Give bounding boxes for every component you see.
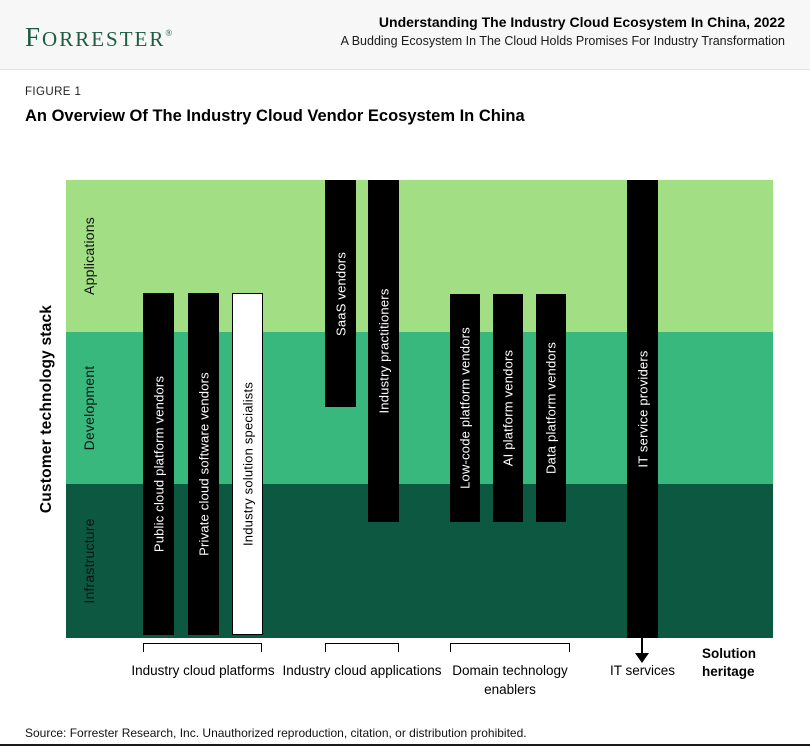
bar-label: Private cloud software vendors: [196, 372, 211, 556]
band-label-development: Development: [81, 365, 97, 451]
bar-label: Data platform vendors: [543, 341, 559, 475]
stack-diagram: Applications Development Infrastructure …: [66, 180, 773, 638]
y-axis-label: Customer technology stack: [38, 304, 55, 514]
bar-industry-practitioners: Industry practitioners: [368, 180, 399, 522]
bar-label: Industry practitioners: [376, 288, 391, 414]
bottom-divider: [0, 744, 810, 746]
bar-ai-platform-vendors: AI platform vendors: [493, 294, 523, 522]
registered-trademark-icon: ®: [165, 28, 173, 38]
source-line: Source: Forrester Research, Inc. Unautho…: [25, 726, 527, 740]
bar-public-cloud-platform-vendors: Public cloud platform vendors: [143, 293, 174, 635]
group-label-industry-cloud-applications: Industry cloud applications: [282, 663, 442, 678]
bar-label: SaaS vendors: [333, 251, 348, 336]
band-label-infrastructure: Infrastructure: [81, 518, 97, 604]
down-arrow-head-icon: [635, 653, 649, 663]
group-bracket-industry-cloud-applications: [325, 643, 399, 652]
bar-saas-vendors: SaaS vendors: [325, 180, 356, 407]
bar-low-code-platform-vendors: Low-code platform vendors: [450, 294, 480, 522]
figure-label: FIGURE 1: [25, 86, 82, 98]
group-bracket-industry-cloud-platforms: [143, 643, 262, 652]
bar-label: Industry solution specialists: [240, 381, 255, 547]
report-subtitle: A Budding Ecosystem In The Cloud Holds P…: [340, 34, 785, 48]
bar-data-platform-vendors: Data platform vendors: [536, 294, 566, 522]
group-bracket-domain-technology-enablers: [450, 643, 570, 652]
figure-title: An Overview Of The Industry Cloud Vendor…: [25, 107, 525, 125]
bar-label: Low-code platform vendors: [457, 327, 473, 489]
down-arrow-icon: [641, 638, 643, 654]
band-label-applications: Applications: [81, 217, 97, 295]
group-label-it-services: IT services: [609, 663, 675, 678]
bar-label: AI platform vendors: [500, 349, 516, 467]
logo-rest: ORRESTER: [42, 27, 166, 51]
bar-industry-solution-specialists: Industry solution specialists: [232, 293, 263, 635]
group-label-industry-cloud-platforms: Industry cloud platforms: [131, 663, 275, 678]
bar-label: Public cloud platform vendors: [151, 375, 166, 553]
group-label-domain-technology-enablers: Domain technology enablers: [452, 663, 568, 697]
x-axis-label: Solution heritage: [702, 646, 756, 679]
bar-it-service-providers: IT service providers: [627, 180, 658, 638]
bar-label: IT service providers: [635, 350, 650, 468]
logo-initial: F: [25, 22, 43, 52]
report-title-block: Understanding The Industry Cloud Ecosyst…: [341, 14, 785, 48]
report-title: Understanding The Industry Cloud Ecosyst…: [378, 14, 785, 30]
bar-private-cloud-software-vendors: Private cloud software vendors: [188, 293, 219, 635]
report-header: FORRESTER® Understanding The Industry Cl…: [0, 0, 810, 70]
forrester-logo: FORRESTER®: [25, 22, 172, 53]
